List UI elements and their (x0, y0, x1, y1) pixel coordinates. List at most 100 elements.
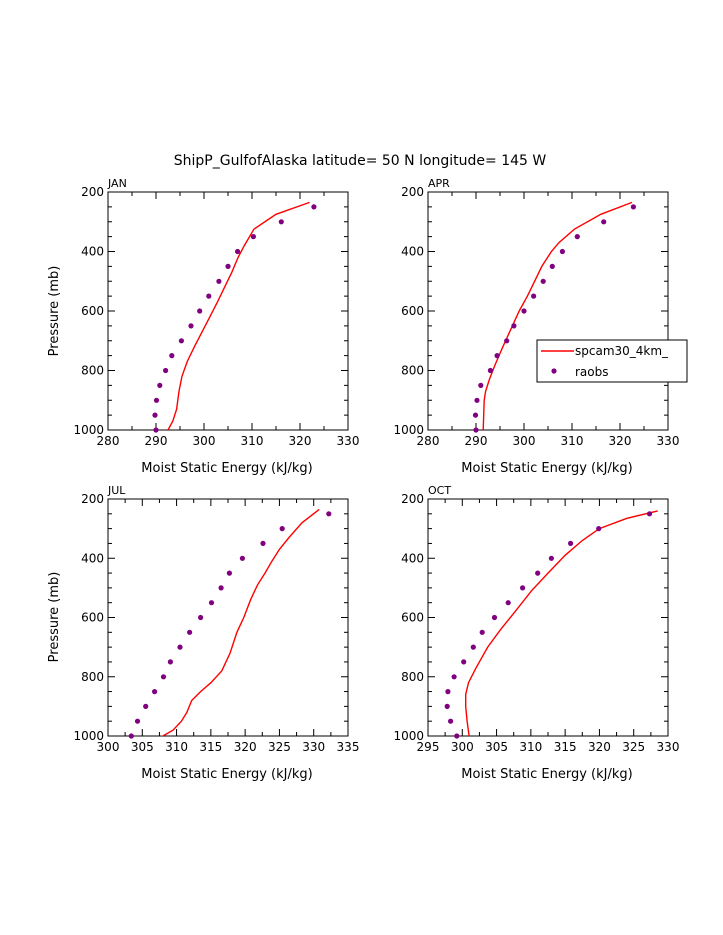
panel-jan-model-line (167, 201, 310, 430)
panel-oct-xtick-label: 330 (657, 740, 680, 754)
panel-jan-raobs-point (225, 263, 231, 269)
panel-oct-model-line (465, 510, 658, 736)
panel-jul-ytick-label: 600 (81, 611, 104, 625)
panel-oct-xtick-label: 315 (554, 740, 577, 754)
panel-jul-xtick-label: 300 (97, 740, 120, 754)
panel-oct-xtick-label: 325 (622, 740, 645, 754)
panel-apr-raobs-point (494, 353, 500, 359)
panel-oct-raobs-point (451, 674, 457, 680)
panel-jul-raobs-point (279, 526, 285, 532)
panel-jan-ytick-label: 800 (81, 364, 104, 378)
panel-oct-raobs-point (596, 526, 602, 532)
panel-jul-raobs-point (239, 555, 245, 561)
panel-jul-raobs-point (208, 600, 215, 606)
figure-title: ShipP_GulfofAlaska latitude= 50 N longit… (174, 153, 547, 169)
panel-oct: OCT Moist Static Energy (kJ/kg) (428, 484, 633, 782)
panel-jan-ylabel: Pressure (mb) (47, 266, 62, 357)
panel-apr-xtick-label: 310 (561, 434, 584, 448)
panel-oct-frame (427, 498, 669, 737)
panel-jan-raobs-point (178, 338, 184, 344)
panel-oct-raobs-point (491, 614, 498, 621)
panel-oct-label: OCT (428, 484, 451, 497)
panel-oct-raobs-point (470, 644, 476, 650)
panel-apr-raobs-point (472, 412, 479, 418)
panel-apr-label: APR (428, 177, 450, 190)
panel-apr-xtick-label: 290 (465, 434, 488, 448)
panel-apr-raobs-point (511, 323, 517, 329)
panel-apr-raobs-point (549, 263, 555, 269)
panel-jul-ytick-label: 800 (81, 670, 104, 684)
panel-jul-xtick-label: 335 (337, 740, 360, 754)
panel-jul-xtick-label: 305 (131, 740, 154, 754)
panel-oct-raobs-point (445, 689, 451, 695)
panel-apr-xlabel: Moist Static Energy (kJ/kg) (461, 461, 632, 476)
panel-oct-raobs-point (461, 659, 467, 665)
panel-jan-raobs-point (169, 353, 175, 359)
panel-jan-raobs-point (157, 382, 163, 388)
panel-jan-ytick-label: 1000 (73, 423, 104, 437)
panel-jul-xtick-label: 315 (199, 740, 222, 754)
panel-apr-xtick-label: 330 (657, 434, 680, 448)
panel-apr-xtick-label: 280 (417, 434, 440, 448)
panel-apr-raobs-point (601, 219, 607, 225)
panel-jul-xlabel: Moist Static Energy (kJ/kg) (141, 767, 312, 782)
panel-jan-xtick-label: 280 (97, 434, 120, 448)
panel-oct-raobs-point (444, 703, 450, 710)
panel-apr-frame (427, 191, 669, 431)
panel-apr-raobs-point (478, 382, 484, 388)
panel-apr-ytick-label: 400 (401, 245, 424, 259)
panel-apr-raobs-point (630, 204, 637, 210)
panel-jan-frame (107, 191, 349, 431)
panel-oct-raobs-point (646, 511, 653, 517)
panel-jul-ytick-label: 1000 (73, 729, 104, 743)
panel-jul-raobs-point (326, 511, 332, 517)
panel-apr-model-line (482, 201, 633, 430)
panel-jul-raobs-point (160, 674, 167, 680)
panel-oct-ytick-label: 200 (401, 492, 424, 506)
panel-oct-xtick-label: 310 (519, 740, 542, 754)
panel-jan-raobs-point (311, 204, 317, 210)
panel-jul-ytick-label: 200 (81, 492, 104, 506)
panel-apr-raobs-point (473, 427, 479, 433)
legend-box (536, 339, 688, 383)
panel-oct-raobs-point (568, 540, 574, 547)
panel-oct-ytick-label: 400 (401, 551, 424, 565)
panel-jul-raobs-point (226, 570, 232, 576)
panel-jul-raobs-point (134, 718, 141, 724)
panel-apr-ytick-label: 200 (401, 185, 424, 199)
panel-jan: JAN Pressure (mb) Moist Static Energy (k… (47, 177, 313, 476)
panel-jan-raobs-point (278, 219, 284, 225)
panel-jul-ylabel: Pressure (mb) (47, 572, 62, 663)
panel-jul-xtick-label: 330 (302, 740, 325, 754)
panel-jul-raobs-point (128, 733, 134, 739)
panel-jan-raobs-point (250, 234, 256, 240)
panel-jul-raobs-point (187, 629, 193, 635)
panel-oct-xtick-label: 305 (485, 740, 508, 754)
panel-apr-raobs-point (574, 234, 580, 240)
panel-jul-raobs-point (143, 703, 149, 710)
panel-jan-raobs-point (206, 293, 212, 299)
panel-jul-frame (107, 498, 349, 737)
panel-jul-ytick-label: 400 (81, 551, 104, 565)
panel-jan-xtick-label: 320 (289, 434, 312, 448)
panel-apr-ytick-label: 800 (401, 364, 424, 378)
panel-jan-raobs-point (197, 308, 203, 314)
panel-jan-raobs-point (153, 397, 160, 403)
panel-oct-xtick-label: 300 (451, 740, 474, 754)
panel-jan-raobs-point (163, 367, 169, 374)
legend-model-label: spcam30_4km_ (575, 344, 669, 358)
panel-jul-raobs-point (152, 689, 158, 695)
panel-oct-ytick-label: 1000 (393, 729, 424, 743)
panel-apr-raobs-point (504, 338, 510, 344)
panel-apr-xtick-label: 320 (609, 434, 632, 448)
panel-jan-ytick-label: 200 (81, 185, 104, 199)
panel-oct-raobs-point (520, 585, 526, 591)
legend-obs-label: raobs (575, 365, 609, 379)
panel-oct-raobs-point (454, 733, 460, 739)
panel-apr-raobs-point (559, 248, 566, 255)
panel-apr-xtick-label: 300 (513, 434, 536, 448)
panel-apr-raobs-point (474, 397, 480, 403)
panel-oct-raobs-point (448, 718, 454, 724)
panel-oct-raobs-point (548, 555, 555, 561)
